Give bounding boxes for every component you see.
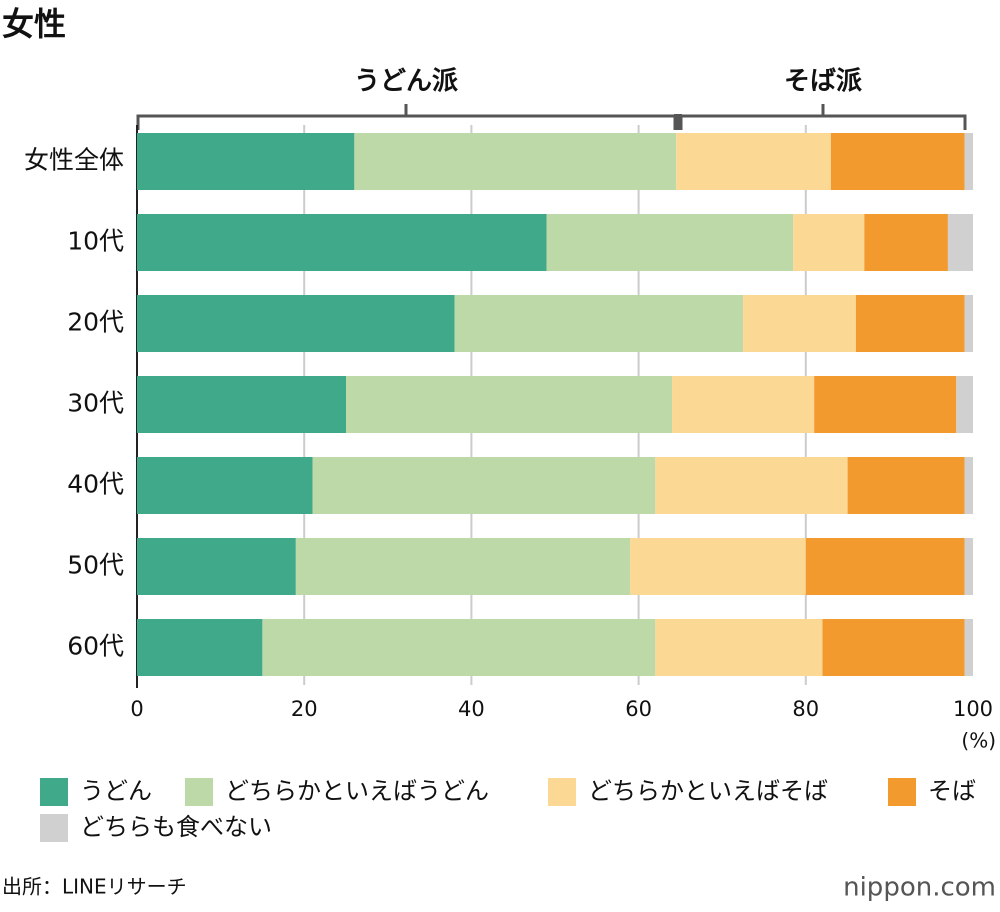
bar-segment — [672, 376, 815, 433]
x-tick-label: 100 — [953, 697, 993, 721]
bar-segment — [847, 457, 965, 514]
x-tick-label: 0 — [130, 697, 143, 721]
bar-segment — [137, 295, 455, 352]
bracket — [136, 104, 967, 130]
y-tick-label: 60代 — [67, 632, 124, 661]
bar-segment — [793, 214, 865, 271]
bar-segment — [630, 538, 806, 595]
bar-segment — [295, 538, 631, 595]
bar-segment — [137, 133, 355, 190]
bar-segment — [964, 457, 973, 514]
logo: nippon.com — [843, 873, 996, 903]
bar-segment — [546, 214, 794, 271]
bracket-soba — [679, 114, 967, 130]
legend-swatch — [548, 778, 576, 806]
bar-segment — [454, 295, 744, 352]
legend-label: うどん — [80, 777, 152, 805]
bar-segment — [137, 538, 296, 595]
bar-segment — [676, 133, 831, 190]
bar-segment — [964, 133, 973, 190]
bar-segment — [743, 295, 856, 352]
bar-segment — [964, 538, 973, 595]
y-tick-label: 40代 — [67, 470, 124, 499]
bar-segment — [822, 619, 965, 676]
bar-segment — [354, 133, 677, 190]
bar-segment — [830, 133, 965, 190]
x-unit: (%) — [961, 729, 996, 753]
bar-segment — [137, 457, 313, 514]
bar-segment — [655, 457, 848, 514]
bar-segment — [137, 214, 547, 271]
legend-swatch — [888, 778, 916, 806]
y-tick-label: 20代 — [67, 308, 124, 337]
legend-swatch — [40, 778, 68, 806]
x-tick-label: 80 — [792, 697, 819, 721]
legend-swatch — [185, 778, 213, 806]
y-tick-label: 10代 — [67, 227, 124, 256]
bar-segment — [964, 619, 973, 676]
bar-segment — [805, 538, 965, 595]
legend-label: そば — [928, 777, 976, 805]
legend-label: どちらかといえばうどん — [225, 777, 489, 805]
bar-segment — [947, 214, 973, 271]
bar-segment — [956, 376, 973, 433]
x-tick-label: 20 — [291, 697, 318, 721]
chart-title: 女性 — [2, 5, 66, 43]
bar-segment — [346, 376, 673, 433]
y-tick-label: 50代 — [67, 551, 124, 580]
bar-segment — [655, 619, 823, 676]
bar-segment — [262, 619, 656, 676]
bar-segment — [814, 376, 957, 433]
bar-segment — [864, 214, 948, 271]
bar-segment — [855, 295, 965, 352]
source: 出所：LINEリサーチ — [2, 875, 187, 899]
bar-segment — [964, 295, 973, 352]
legend-label: どちらも食べない — [80, 813, 272, 841]
y-tick-label: 女性全体 — [24, 146, 124, 175]
bar-segment — [137, 376, 346, 433]
x-tick-label: 40 — [458, 697, 485, 721]
x-tick-label: 60 — [625, 697, 652, 721]
bracket-joint — [674, 114, 682, 130]
annotation: うどん派 — [354, 67, 458, 97]
bar-segment — [137, 619, 263, 676]
y-tick-label: 30代 — [67, 389, 124, 418]
legend-swatch — [40, 814, 68, 842]
legend-label: どちらかといえばそば — [588, 777, 828, 805]
annotation: そば派 — [784, 67, 862, 97]
bracket-udon — [136, 114, 677, 130]
bar-segment — [312, 457, 656, 514]
